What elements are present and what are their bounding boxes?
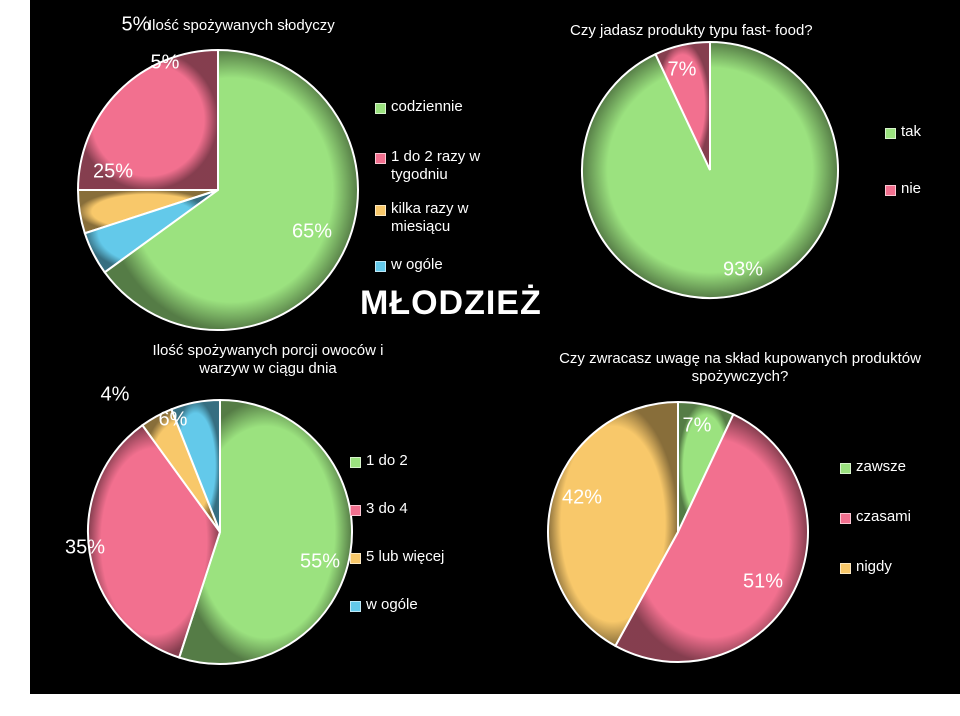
legend-item: nie <box>885 180 960 198</box>
legend-item: zawsze <box>840 458 960 476</box>
legend-label: nie <box>901 180 922 197</box>
legend-swatch <box>375 153 386 164</box>
legend-item: w ogóle <box>375 256 505 274</box>
pie-svg <box>87 398 353 665</box>
data-label: 42% <box>561 486 603 509</box>
legend-swatch <box>350 505 361 516</box>
chart-title: Ilość spożywanych słodyczy <box>148 17 335 34</box>
legend-swatch <box>885 128 896 139</box>
legend-label: codziennie <box>391 98 463 115</box>
pie-slice-3-do-4 <box>87 423 222 659</box>
pie-slice-nie <box>654 40 711 171</box>
legend-swatch <box>840 463 851 474</box>
pie-slice-codziennie <box>103 48 359 331</box>
legend-item: codziennie <box>375 98 505 116</box>
data-label: 25% <box>92 160 134 183</box>
legend-swatch <box>840 513 851 524</box>
legend-label: zawsze <box>856 458 907 475</box>
chart-fruit-veg: Ilość spożywanych porcji owoców i warzyw… <box>30 330 550 694</box>
legend-label: nigdy <box>856 558 892 575</box>
legend-label: 3 do 4 <box>366 500 408 517</box>
data-label: 93% <box>722 258 764 281</box>
legend-item: 5 lub więcej <box>350 548 480 566</box>
legend-label: 1 do 2 razy w tygodniu <box>391 148 481 183</box>
legend-label: w ogóle <box>366 596 418 613</box>
legend-label: czasami <box>856 508 912 525</box>
legend-item: w ogóle <box>350 596 480 614</box>
legend-item: tak <box>885 123 960 141</box>
pie-svg <box>76 48 359 331</box>
legend-swatch <box>840 563 851 574</box>
chart-title: Czy jadasz produkty typu fast- food? <box>570 22 813 39</box>
pie-slice-1-do-2-razy-w-tygodniu <box>76 48 219 191</box>
legend-label: 5 lub więcej <box>366 548 445 565</box>
pie-slice-nigdy <box>547 400 679 648</box>
data-label: 6% <box>158 408 188 431</box>
data-label: 4% <box>100 383 130 406</box>
data-label: 65% <box>291 220 333 243</box>
legend-item: 1 do 2 razy w tygodniu <box>375 148 505 184</box>
slide: MŁODZIEŻ Ilość spożywanych słodyczy codz… <box>30 0 960 694</box>
legend-item: nigdy <box>840 558 960 576</box>
legend-swatch <box>375 261 386 272</box>
pie-svg <box>581 40 839 299</box>
legend-swatch <box>350 553 361 564</box>
legend-item: 3 do 4 <box>350 500 480 518</box>
slide-title: MŁODZIEŻ <box>360 284 542 322</box>
legend-swatch <box>885 185 896 196</box>
chart-title: Czy zwracasz uwagę na skład kupowanych p… <box>559 350 921 385</box>
legend-label: tak <box>901 123 922 140</box>
chart-title: Ilość spożywanych porcji owoców i warzyw… <box>152 342 384 377</box>
chart-fast-food: Czy jadasz produkty typu fast- food? tak… <box>530 0 960 320</box>
pie-slice-w-ogóle <box>170 398 221 533</box>
data-label: 35% <box>64 536 106 559</box>
legend-label: 1 do 2 <box>366 452 408 469</box>
data-label: 5% <box>121 13 151 36</box>
chart-sweets: Ilość spożywanych słodyczy codziennie 1 d… <box>30 0 550 331</box>
chart-ingredients: Czy zwracasz uwagę na skład kupowanych p… <box>530 330 960 694</box>
data-label: 5% <box>150 51 180 74</box>
legend-swatch <box>375 205 386 216</box>
legend-swatch <box>375 103 386 114</box>
data-label: 55% <box>299 550 341 573</box>
legend-label: w ogóle <box>391 256 443 273</box>
pie-svg <box>547 400 809 663</box>
pie-slice-czasami <box>614 413 809 663</box>
legend-label: kilka razy w miesiącu <box>391 200 469 235</box>
data-label: 7% <box>682 414 712 437</box>
pie-slice-1-do-2 <box>177 398 353 665</box>
legend-swatch <box>350 601 361 612</box>
data-label: 51% <box>742 570 784 593</box>
legend-swatch <box>350 457 361 468</box>
data-label: 7% <box>667 58 697 81</box>
legend-item: czasami <box>840 508 960 526</box>
legend-item: 1 do 2 <box>350 452 480 470</box>
legend-item: kilka razy w miesiącu <box>375 200 505 236</box>
